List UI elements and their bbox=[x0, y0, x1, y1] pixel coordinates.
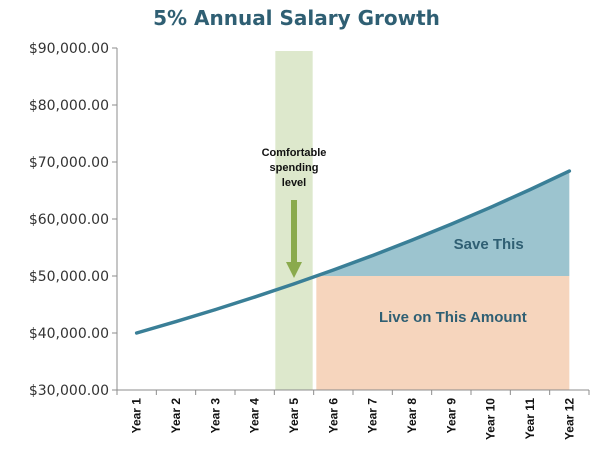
data-point bbox=[567, 169, 571, 173]
data-point bbox=[213, 308, 217, 312]
live-amount-label: Live on This Amount bbox=[379, 309, 527, 326]
save-area bbox=[316, 171, 570, 276]
data-point bbox=[528, 188, 532, 192]
x-tick-label: Year 6 bbox=[326, 398, 340, 434]
data-point bbox=[371, 253, 375, 257]
y-tick-label: $90,000.00 bbox=[29, 41, 109, 57]
x-tick-label: Year 1 bbox=[130, 398, 144, 434]
live-area bbox=[316, 276, 570, 390]
x-tick-label: Year 4 bbox=[248, 398, 262, 434]
data-point bbox=[135, 331, 139, 335]
chart-title: 5% Annual Salary Growth bbox=[153, 6, 440, 30]
y-tick-label: $80,000.00 bbox=[29, 98, 109, 114]
arrow-shaft bbox=[291, 200, 297, 262]
comfortable-spending-label: level bbox=[282, 177, 306, 189]
y-tick-label: $60,000.00 bbox=[29, 212, 109, 228]
x-tick-label: Year 9 bbox=[444, 398, 458, 434]
x-tick-label: Year 5 bbox=[287, 398, 301, 434]
data-point bbox=[331, 268, 335, 272]
comfortable-spending-label: Comfortable bbox=[262, 147, 327, 159]
x-tick-label: Year 8 bbox=[405, 398, 419, 434]
save-this-label: Save This bbox=[454, 236, 524, 253]
x-tick-label: Year 3 bbox=[208, 398, 222, 434]
y-tick-label: $30,000.00 bbox=[29, 383, 109, 399]
comfortable-spending-label: spending bbox=[270, 162, 319, 174]
data-point bbox=[410, 238, 414, 242]
y-tick-label: $70,000.00 bbox=[29, 155, 109, 171]
x-tick-label: Year 10 bbox=[484, 398, 498, 440]
x-tick-label: Year 12 bbox=[562, 398, 576, 440]
y-tick-label: $50,000.00 bbox=[29, 269, 109, 285]
data-point bbox=[489, 205, 493, 209]
arrow-head bbox=[286, 262, 302, 278]
x-tick-label: Year 7 bbox=[366, 398, 380, 434]
data-point bbox=[253, 295, 257, 299]
salary-line bbox=[134, 169, 572, 335]
x-tick-label: Year 11 bbox=[523, 398, 537, 440]
x-tick-label: Year 2 bbox=[169, 398, 183, 434]
data-point bbox=[292, 282, 296, 286]
y-tick-label: $40,000.00 bbox=[29, 326, 109, 342]
data-point bbox=[174, 320, 178, 324]
data-point bbox=[449, 222, 453, 226]
